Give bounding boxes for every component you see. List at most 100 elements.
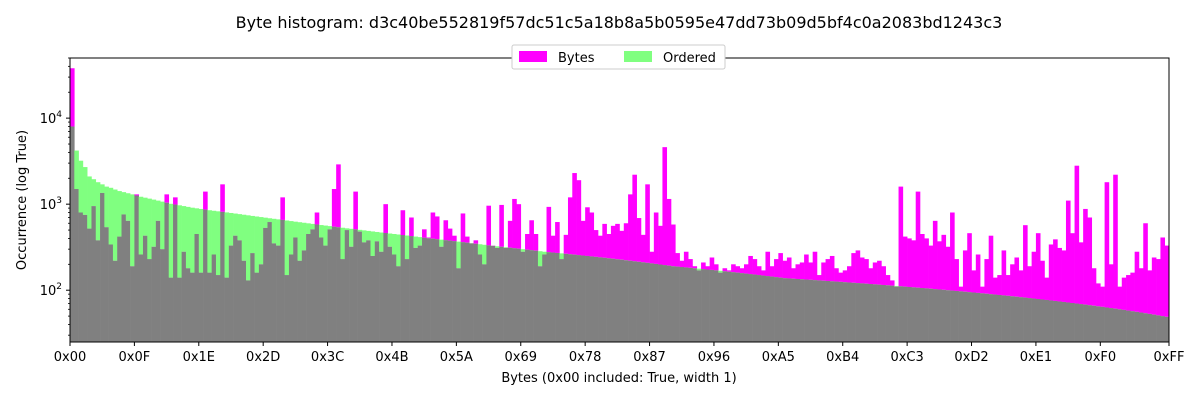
bar-overlap-33 (211, 254, 217, 342)
bar-top-239 (1096, 283, 1101, 307)
bar-overlap-92 (464, 242, 470, 342)
bar-overlap-162 (765, 276, 771, 342)
bar-top-221 (1018, 270, 1024, 298)
bar-overlap-85 (434, 239, 440, 342)
bar-overlap-25 (177, 277, 182, 342)
bar-top-207 (958, 286, 964, 292)
x-tick-label-12: 0xB4 (826, 350, 859, 365)
bar-top-141 (675, 253, 680, 267)
bar-overlap-14 (130, 266, 135, 342)
bar-overlap-138 (662, 265, 668, 342)
bar-top-90 (456, 241, 461, 269)
bar-top-79 (409, 217, 414, 237)
bar-top-136 (653, 212, 659, 264)
bar-overlap-18 (147, 259, 152, 342)
bar-overlap-113 (555, 252, 560, 342)
bar-overlap-191 (889, 285, 895, 342)
bar-top-39 (237, 214, 243, 241)
bar-top-4 (87, 176, 92, 229)
bar-overlap-161 (761, 275, 766, 342)
bar-overlap-11 (117, 236, 122, 342)
bar-overlap-131 (632, 261, 637, 342)
bar-top-66 (353, 191, 358, 230)
bar-overlap-155 (735, 272, 741, 342)
x-tick-label-13: 0xC3 (890, 350, 923, 365)
bar-overlap-187 (872, 284, 878, 342)
bar-overlap-249 (1138, 312, 1144, 342)
bar-top-165 (778, 253, 783, 278)
bar-overlap-239 (1096, 306, 1101, 342)
bar-overlap-188 (877, 284, 882, 342)
bar-overlap-26 (181, 251, 187, 342)
bar-overlap-39 (237, 240, 243, 342)
bar-overlap-148 (705, 269, 710, 342)
bar-top-31 (203, 191, 208, 210)
bar-overlap-205 (950, 290, 955, 342)
bar-top-21 (160, 201, 165, 250)
x-tick-label-9: 0x87 (633, 350, 666, 365)
legend: Bytes Ordered (511, 44, 726, 70)
bar-overlap-229 (1053, 300, 1058, 342)
bar-overlap-211 (975, 292, 981, 342)
bar-top-160 (756, 266, 762, 276)
bar-overlap-6 (95, 240, 101, 342)
bar-top-182 (851, 253, 856, 283)
bar-top-162 (765, 251, 771, 277)
bar-top-155 (735, 266, 741, 273)
bar-overlap-230 (1057, 301, 1062, 342)
bar-top-63 (340, 227, 346, 260)
bar-top-68 (361, 230, 367, 243)
bar-top-12 (121, 192, 127, 215)
bar-top-237 (1087, 217, 1093, 306)
bar-top-130 (628, 194, 633, 261)
bar-overlap-119 (580, 255, 586, 342)
x-tick-label-10: 0x96 (698, 350, 731, 365)
bar-overlap-111 (546, 252, 552, 342)
bar-overlap-76 (396, 266, 401, 342)
bar-overlap-147 (701, 269, 706, 342)
bar-top-8 (104, 186, 109, 228)
bar-overlap-255 (1164, 316, 1170, 342)
bar-overlap-243 (1113, 308, 1118, 342)
bar-overlap-139 (666, 265, 672, 342)
bar-top-196 (911, 240, 917, 288)
bar-overlap-55 (306, 234, 311, 342)
bar-top-168 (791, 268, 796, 279)
bar-top-18 (147, 198, 152, 260)
bar-top-95 (477, 244, 483, 255)
bar-top-20 (155, 200, 161, 221)
x-axis-label: Bytes (0x00 included: True, width 1) (501, 371, 736, 386)
bar-top-101 (503, 247, 509, 248)
bar-top-71 (374, 231, 380, 242)
bar-top-45 (263, 217, 268, 228)
bar-overlap-20 (155, 220, 161, 342)
y-tick-label-0: 102 (40, 282, 62, 299)
bar-top-58 (318, 225, 324, 238)
bar-top-151 (718, 270, 723, 273)
bar-overlap-9 (108, 244, 114, 342)
bar-overlap-90 (456, 268, 461, 342)
bar-top-99 (495, 246, 500, 248)
bar-overlap-100 (499, 246, 504, 342)
bar-overlap-233 (1070, 302, 1075, 342)
bar-top-6 (95, 182, 101, 241)
bar-top-85 (434, 216, 440, 240)
bar-top-122 (593, 230, 599, 257)
bar-overlap-248 (1134, 311, 1140, 342)
bar-overlap-43 (254, 272, 260, 342)
bar-overlap-206 (954, 290, 959, 342)
bar-top-104 (516, 204, 522, 249)
bar-top-227 (1044, 277, 1050, 300)
bar-overlap-242 (1108, 308, 1114, 342)
bar-top-245 (1121, 277, 1127, 310)
bar-overlap-185 (864, 283, 869, 342)
bar-top-16 (138, 196, 144, 255)
bar-top-40 (241, 214, 247, 261)
bar-top-156 (739, 268, 745, 274)
bar-top-220 (1014, 257, 1020, 297)
bar-overlap-224 (1031, 298, 1037, 342)
x-tick-label-4: 0x3C (311, 350, 344, 365)
bar-top-0 (70, 68, 75, 127)
bar-top-243 (1113, 174, 1118, 309)
bar-top-88 (447, 228, 453, 241)
